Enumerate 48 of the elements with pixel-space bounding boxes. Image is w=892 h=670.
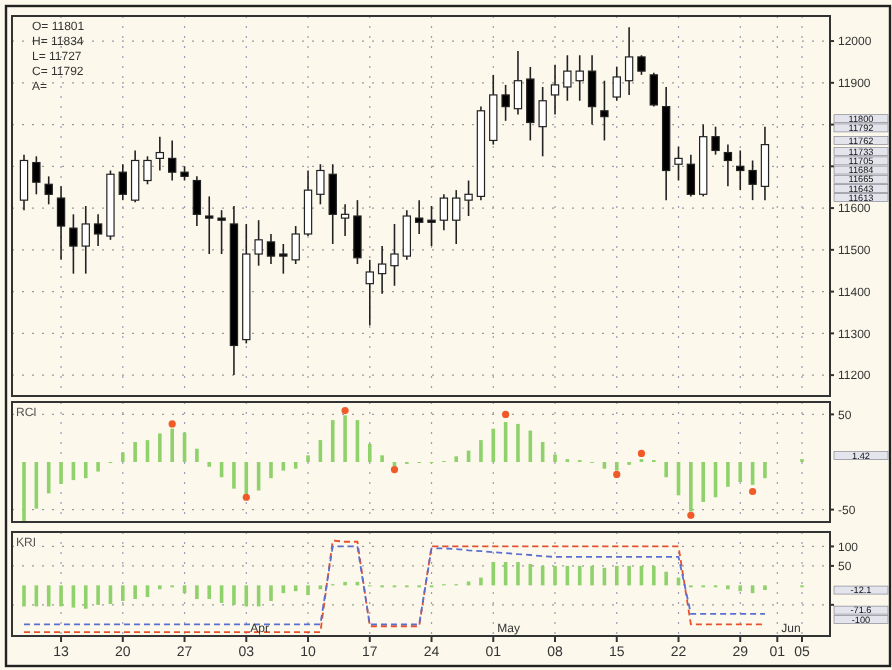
candlestick <box>365 259 374 327</box>
candlestick <box>377 245 387 295</box>
candlestick <box>143 155 152 186</box>
candlestick <box>402 209 412 261</box>
point <box>637 449 646 458</box>
candlestick <box>723 143 733 188</box>
candlestick <box>464 179 473 217</box>
point <box>687 511 695 519</box>
candlestick <box>205 195 214 255</box>
point <box>341 406 349 415</box>
candlestick <box>19 153 29 211</box>
candlestick <box>130 149 140 204</box>
candlestick <box>452 189 461 245</box>
candlestick <box>192 175 202 227</box>
point <box>502 410 510 418</box>
candlestick <box>674 145 683 182</box>
point <box>242 493 250 501</box>
candlestick <box>513 50 523 116</box>
candlestick <box>303 169 313 237</box>
candlestick <box>167 139 177 182</box>
candlestick <box>32 155 41 196</box>
candlestick <box>637 54 646 76</box>
candlestick <box>414 199 424 235</box>
candlestick <box>266 233 276 265</box>
candlestick <box>93 213 103 247</box>
candlestick <box>439 193 449 232</box>
point <box>168 420 176 428</box>
candlestick <box>587 54 597 126</box>
candlestick <box>217 209 226 255</box>
candlestick <box>711 125 720 156</box>
candlestick <box>155 135 165 172</box>
candlestick <box>44 175 53 206</box>
candlestick <box>353 199 362 265</box>
candlestick <box>686 153 696 198</box>
candlestick <box>649 71 659 108</box>
candlestick <box>760 125 770 201</box>
candlestick <box>340 203 350 237</box>
candlestick <box>612 66 621 102</box>
candlestick <box>56 185 66 261</box>
candlestick <box>600 79 609 142</box>
candlestick <box>550 64 560 116</box>
candlestick <box>390 223 399 287</box>
point <box>749 487 757 496</box>
candlestick <box>118 163 127 201</box>
point <box>613 470 621 478</box>
candlestick <box>427 205 436 247</box>
point <box>390 466 399 474</box>
candlestick <box>624 26 634 96</box>
